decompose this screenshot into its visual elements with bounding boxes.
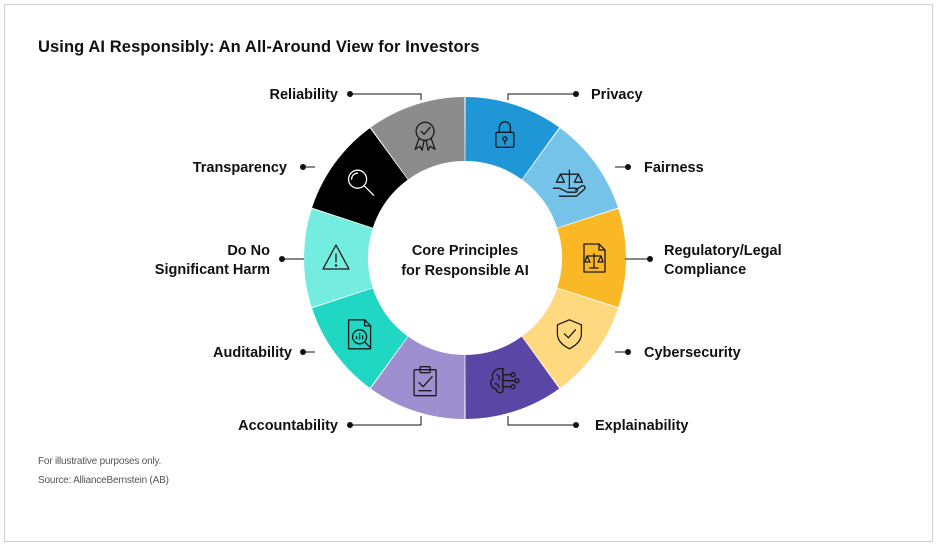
audit-report-icon [347, 319, 372, 350]
segment-reliability [370, 97, 465, 180]
segment-transparency [312, 128, 408, 228]
segment-regulatory-legal-compliance [557, 208, 626, 308]
label-regulatory-legal-compliance-line-1: Regulatory/Legal [664, 243, 782, 259]
legal-document-icon [583, 243, 606, 273]
leader-dot [279, 256, 285, 262]
lock-icon [495, 121, 515, 148]
figure-title: Using AI Responsibly: An All-Around View… [38, 38, 480, 56]
magnifier-icon [347, 169, 375, 196]
label-regulatory-legal-compliance-line-2: Compliance [664, 262, 746, 278]
label-do-no-significant-harm-line-1: Do No [227, 243, 270, 259]
shield-check-icon [556, 319, 583, 350]
leader-dot [347, 91, 353, 97]
label-fairness: Fairness [644, 160, 704, 176]
leader-line [507, 416, 576, 426]
figure-frame [4, 4, 933, 542]
label-explainability: Explainability [595, 418, 688, 434]
segment-accountability [370, 336, 465, 419]
scales-hand-icon [552, 169, 586, 197]
segment-privacy [465, 97, 560, 180]
leader-dot [573, 422, 579, 428]
label-transparency: Transparency [193, 160, 287, 176]
footnote: For illustrative purposes only. [38, 456, 162, 467]
clipboard-check-icon [413, 366, 437, 397]
segment-do-no-significant-harm [303, 208, 373, 308]
leader-line [507, 93, 576, 100]
leader-dot [625, 349, 631, 355]
segment-explainability [465, 336, 560, 419]
leader-dot [347, 422, 353, 428]
leader-dot [300, 349, 306, 355]
source-note: Source: AllianceBernstein (AB) [38, 475, 169, 486]
leader-line [350, 416, 422, 426]
warning-icon [322, 244, 350, 270]
leader-dot [647, 256, 653, 262]
label-accountability: Accountability [238, 418, 338, 434]
label-reliability: Reliability [270, 87, 339, 103]
segment-cybersecurity [522, 288, 618, 388]
leader-line [350, 93, 422, 100]
label-do-no-significant-harm-line-2: Significant Harm [155, 262, 270, 278]
segment-fairness [522, 128, 618, 228]
brain-circuit-icon [490, 367, 520, 394]
label-auditability: Auditability [213, 345, 292, 361]
leader-dot [625, 164, 631, 170]
leader-dot [300, 164, 306, 170]
label-privacy: Privacy [591, 87, 643, 103]
center-title-line-1: Core Principles [412, 243, 518, 259]
center-title-line-2: for Responsible AI [401, 263, 529, 279]
award-icon [414, 121, 436, 151]
leader-dot [573, 91, 579, 97]
label-cybersecurity: Cybersecurity [644, 345, 741, 361]
